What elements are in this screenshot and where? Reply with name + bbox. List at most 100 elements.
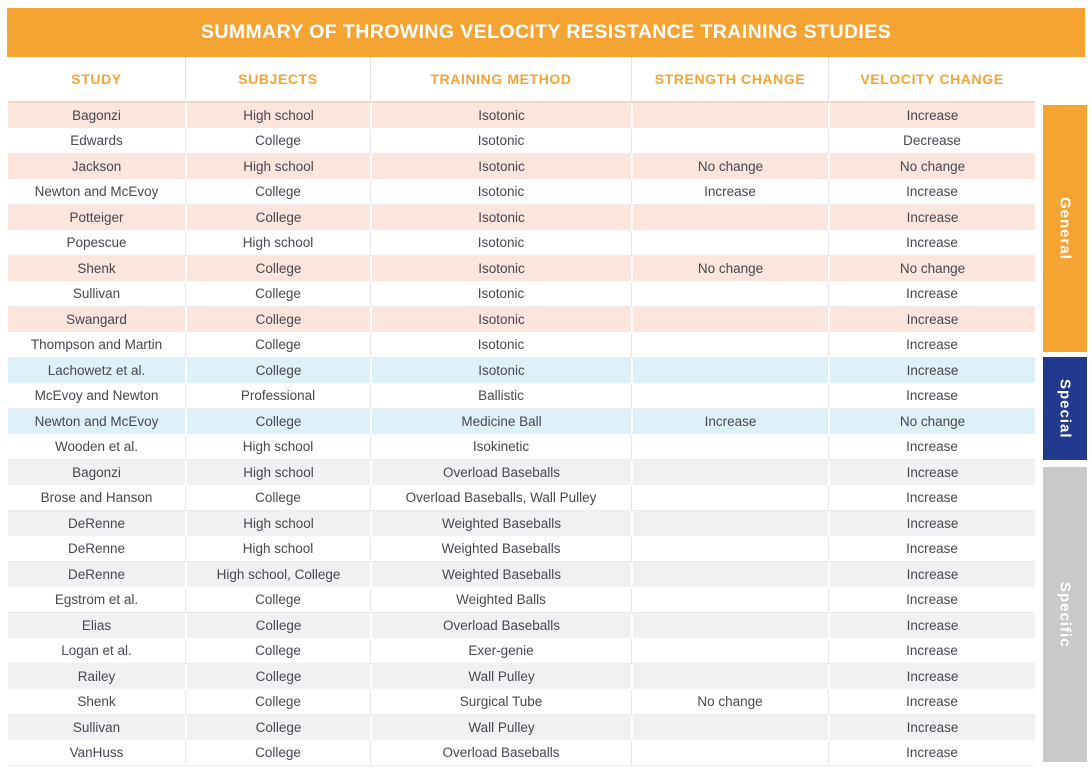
table-row: Wooden et al. High school Isokinetic Increa…	[8, 434, 1035, 460]
cell-subjects: High school	[185, 103, 370, 129]
section-sidebar: General Special Specific	[1043, 105, 1087, 762]
column-header-training-method: TRAINING METHOD	[370, 57, 631, 103]
cell-subjects: College	[185, 358, 370, 384]
table-row: Brose and Hanson College Overload Baseball…	[8, 485, 1035, 511]
cell-subjects: College	[185, 740, 370, 766]
cell-velocity-change: Increase	[828, 307, 1035, 333]
cell-velocity-change: Increase	[828, 587, 1035, 613]
cell-study: Logan et al.	[8, 639, 185, 664]
table-row: Newton and McEvoy College Medicine Ball Inc…	[8, 409, 1035, 435]
table-row: Thompson and Martin College Isotonic Increa…	[8, 332, 1035, 358]
table-row: DeRenne High school Weighted Baseballs Incr…	[8, 536, 1035, 562]
cell-study: Potteiger	[8, 205, 185, 231]
cell-subjects: College	[185, 179, 370, 205]
cell-velocity-change: Increase	[828, 613, 1035, 639]
cell-velocity-change: Increase	[828, 179, 1035, 205]
table-row: Edwards College Isotonic Decrease	[8, 128, 1035, 154]
cell-subjects: College	[185, 715, 370, 741]
table-row: Swangard College Isotonic Increase	[8, 307, 1035, 333]
table-row: Jackson High school Isotonic No change No ch…	[8, 154, 1035, 180]
header-row: STUDY SUBJECTS TRAINING METHOD STRENGTH CHA…	[8, 57, 1035, 103]
cell-training-method: Ballistic	[370, 383, 631, 409]
column-header-velocity-change: VELOCITY CHANGE	[828, 57, 1035, 103]
cell-subjects: High school	[185, 536, 370, 562]
cell-strength-change	[631, 281, 828, 307]
cell-velocity-change: Increase	[828, 689, 1035, 715]
table-row: Sullivan College Isotonic Increase	[8, 281, 1035, 307]
cell-velocity-change: Increase	[828, 536, 1035, 562]
table-row: Logan et al. College Exer-genie Increase	[8, 638, 1035, 664]
cell-study: DeRenne	[8, 537, 185, 562]
cell-velocity-change: Increase	[828, 562, 1035, 588]
cell-study: DeRenne	[8, 562, 185, 588]
cell-training-method: Overload Baseballs	[370, 460, 631, 486]
cell-study: McEvoy and Newton	[8, 384, 185, 409]
cell-training-method: Wall Pulley	[370, 664, 631, 690]
cell-subjects: College	[185, 587, 370, 613]
cell-subjects: College	[185, 307, 370, 333]
cell-subjects: High school	[185, 434, 370, 460]
cell-study: Bagonzi	[8, 103, 185, 129]
cell-training-method: Isotonic	[370, 256, 631, 282]
cell-study: Egstrom et al.	[8, 588, 185, 613]
cell-velocity-change: No change	[828, 154, 1035, 180]
cell-strength-change	[631, 638, 828, 664]
cell-strength-change	[631, 383, 828, 409]
cell-velocity-change: Increase	[828, 434, 1035, 460]
cell-subjects: College	[185, 485, 370, 511]
cell-strength-change	[631, 485, 828, 511]
cell-strength-change	[631, 536, 828, 562]
section-label-general: General	[1043, 105, 1087, 352]
table-title: SUMMARY OF THROWING VELOCITY RESISTANCE …	[7, 8, 1085, 57]
cell-training-method: Isotonic	[370, 230, 631, 256]
cell-training-method: Exer-genie	[370, 638, 631, 664]
cell-velocity-change: Increase	[828, 383, 1035, 409]
cell-training-method: Isotonic	[370, 281, 631, 307]
cell-training-method: Overload Baseballs, Wall Pulley	[370, 485, 631, 511]
cell-velocity-change: Increase	[828, 332, 1035, 358]
column-header-strength-change: STRENGTH CHANGE	[631, 57, 828, 103]
cell-velocity-change: Increase	[828, 358, 1035, 384]
cell-study: Thompson and Martin	[8, 333, 185, 358]
section-label-special: Special	[1043, 357, 1087, 460]
cell-velocity-change: Increase	[828, 511, 1035, 537]
table-row: Egstrom et al. College Weighted Balls Incre…	[8, 587, 1035, 613]
cell-study: Brose and Hanson	[8, 486, 185, 511]
cell-velocity-change: Increase	[828, 664, 1035, 690]
cell-velocity-change: Increase	[828, 230, 1035, 256]
cell-study: Newton and McEvoy	[8, 409, 185, 435]
cell-subjects: College	[185, 689, 370, 715]
cell-strength-change	[631, 562, 828, 588]
cell-subjects: High school	[185, 511, 370, 537]
cell-training-method: Isotonic	[370, 154, 631, 180]
cell-velocity-change: No change	[828, 409, 1035, 435]
cell-strength-change	[631, 460, 828, 486]
column-header-subjects: SUBJECTS	[185, 57, 370, 103]
cell-strength-change	[631, 434, 828, 460]
cell-velocity-change: Increase	[828, 205, 1035, 231]
table-wrap: STUDY SUBJECTS TRAINING METHOD STRENGTH CHA…	[8, 57, 1035, 766]
cell-strength-change	[631, 205, 828, 231]
cell-subjects: College	[185, 409, 370, 435]
cell-study: Newton and McEvoy	[8, 180, 185, 205]
cell-study: Popescue	[8, 231, 185, 256]
cell-velocity-change: Increase	[828, 460, 1035, 486]
cell-subjects: College	[185, 332, 370, 358]
cell-study: Bagonzi	[8, 460, 185, 486]
table-row: Elias College Overload Baseballs Increase	[8, 613, 1035, 639]
cell-study: Swangard	[8, 307, 185, 333]
cell-strength-change	[631, 613, 828, 639]
cell-study: Sullivan	[8, 282, 185, 307]
cell-subjects: College	[185, 128, 370, 154]
cell-velocity-change: Increase	[828, 638, 1035, 664]
table-row: Shenk College Surgical Tube No change Increa…	[8, 689, 1035, 715]
table-row: DeRenne High school, College Weighted Base…	[8, 562, 1035, 588]
cell-training-method: Isotonic	[370, 179, 631, 205]
cell-velocity-change: Increase	[828, 281, 1035, 307]
cell-velocity-change: Increase	[828, 715, 1035, 741]
cell-strength-change: No change	[631, 689, 828, 715]
cell-study: Sullivan	[8, 715, 185, 741]
cell-training-method: Overload Baseballs	[370, 613, 631, 639]
cell-training-method: Isotonic	[370, 307, 631, 333]
cell-velocity-change: Increase	[828, 103, 1035, 129]
